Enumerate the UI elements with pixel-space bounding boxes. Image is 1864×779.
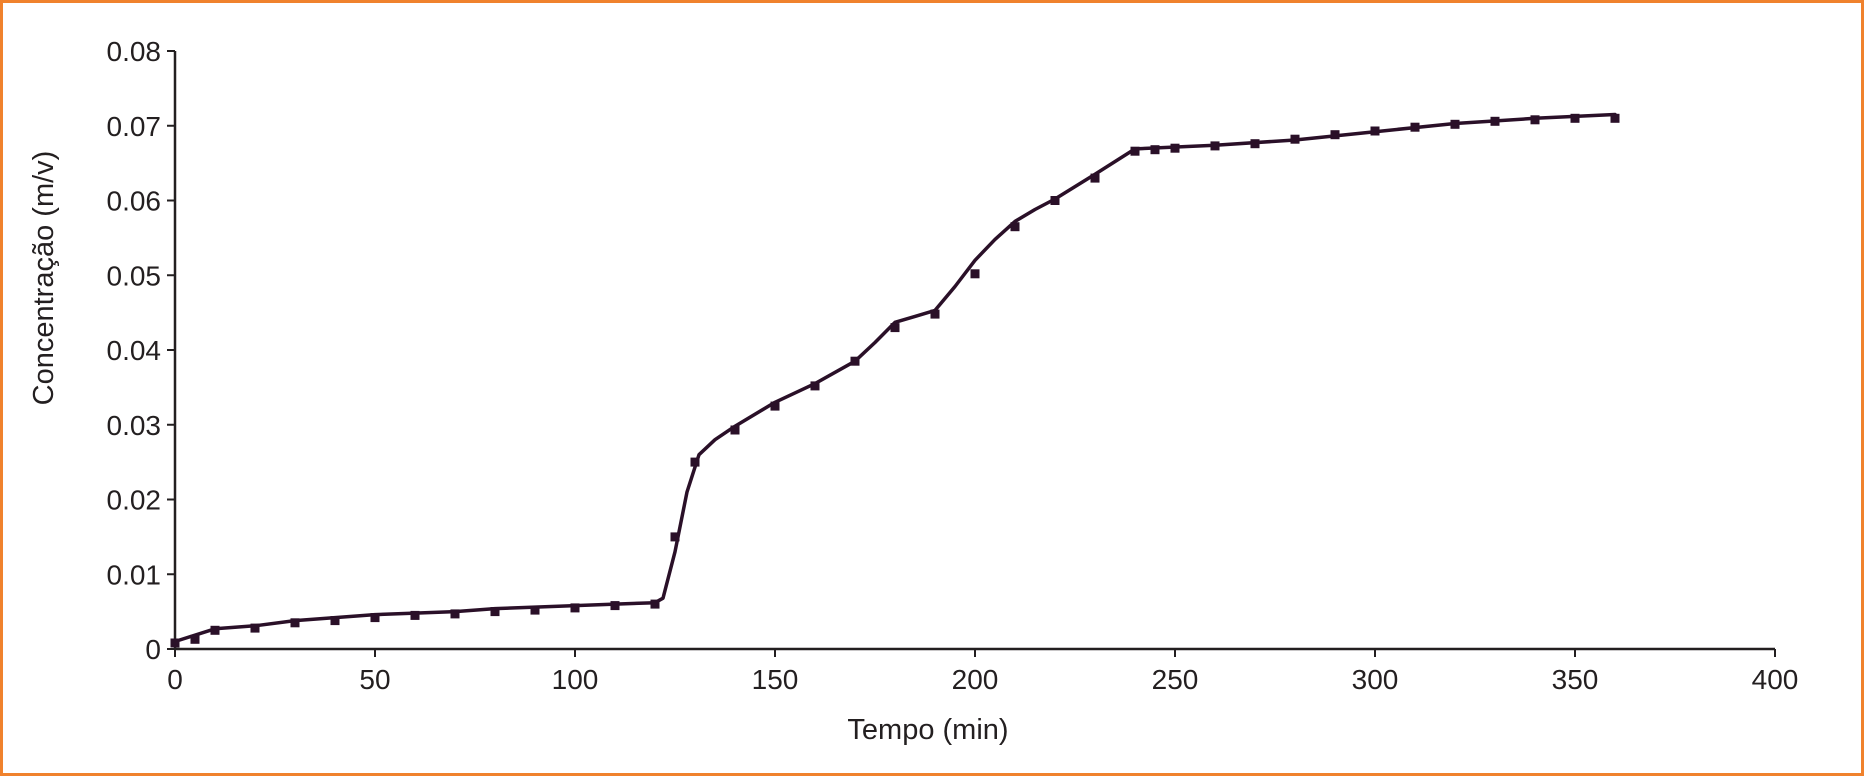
x-tick-label: 200 [952, 664, 999, 695]
data-point [1210, 141, 1220, 151]
data-point [610, 601, 620, 611]
data-point [1530, 115, 1540, 125]
y-tick-label: 0.04 [107, 335, 162, 366]
data-point [570, 603, 580, 613]
data-point [1450, 119, 1460, 129]
data-point [1610, 113, 1620, 123]
y-tick-label: 0.05 [107, 260, 162, 291]
data-point [1010, 222, 1020, 232]
chart-axes [167, 50, 1776, 657]
data-point [290, 618, 300, 628]
y-tick-label: 0.02 [107, 485, 162, 516]
data-point [190, 634, 200, 644]
data-point [370, 613, 380, 623]
data-point [170, 638, 180, 648]
data-point [530, 605, 540, 615]
data-point [730, 425, 740, 435]
y-tick-label: 0.08 [107, 36, 162, 67]
x-tick-label: 350 [1552, 664, 1599, 695]
x-tick-label: 300 [1352, 664, 1399, 695]
x-tick-label: 400 [1752, 664, 1799, 695]
data-point [250, 623, 260, 633]
data-point [1150, 145, 1160, 155]
data-point [1370, 126, 1380, 136]
x-tick-label: 100 [552, 664, 599, 695]
data-point [1570, 113, 1580, 123]
data-point [770, 401, 780, 411]
data-point [650, 599, 660, 609]
x-tick-label: 250 [1152, 664, 1199, 695]
tick-labels-group: 0 50 100 150 200 250 300 350 400 0 0.01 0.02 0.03 0.0… [107, 36, 1799, 695]
line-chart: 0 50 100 150 200 250 300 350 400 0 0.01 0.02 0.03 0.0… [28, 36, 1799, 746]
y-tick-label: 0 [145, 634, 161, 665]
data-point [1130, 146, 1140, 156]
data-point [670, 532, 680, 542]
data-point [850, 356, 860, 366]
data-point [810, 381, 820, 391]
data-point [490, 607, 500, 617]
data-point [1250, 139, 1260, 149]
x-tick-label: 0 [167, 664, 183, 695]
x-tick-label: 150 [752, 664, 799, 695]
y-axis-title: Concentração (m/v) [28, 151, 60, 406]
data-point [1050, 196, 1060, 205]
y-tick-label: 0.07 [107, 111, 162, 142]
data-point [890, 323, 900, 333]
data-point [1090, 173, 1100, 183]
series-line-group [173, 112, 1617, 644]
data-point [1410, 122, 1420, 132]
data-point [1490, 116, 1500, 126]
data-point [410, 610, 420, 620]
data-point [450, 609, 460, 619]
data-point [1170, 143, 1180, 153]
data-point [930, 309, 940, 319]
data-point [210, 625, 220, 635]
y-tick-label: 0.01 [107, 559, 162, 590]
data-point [690, 457, 700, 467]
data-point [330, 616, 340, 626]
data-point [1290, 134, 1300, 144]
data-point [1330, 130, 1340, 140]
x-axis-title: Tempo (min) [847, 714, 1008, 746]
series-points-group [170, 113, 1620, 648]
y-tick-label: 0.06 [107, 186, 162, 217]
y-tick-label: 0.03 [107, 410, 162, 441]
x-tick-label: 50 [359, 664, 390, 695]
data-point [970, 269, 980, 279]
fitted-curve [173, 112, 1617, 644]
